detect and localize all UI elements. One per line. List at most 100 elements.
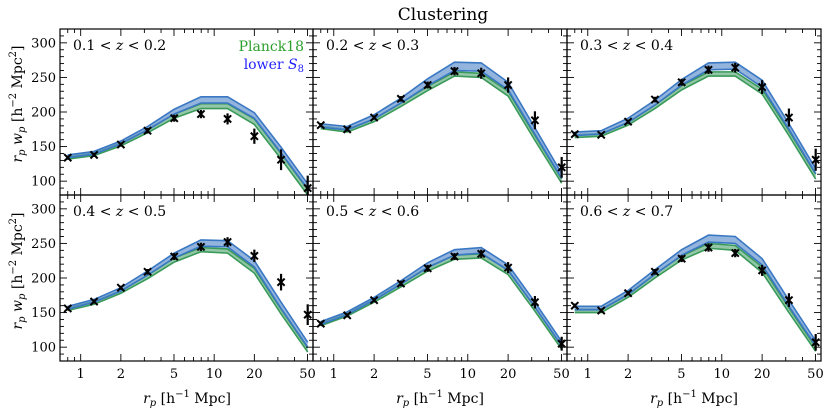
legend: Planck18 lower S8 <box>239 39 304 75</box>
panel-label: 0.4 < z < 0.5 <box>73 204 166 220</box>
x-tick-label: 1 <box>330 367 338 382</box>
lower-s8-line-low <box>67 245 309 348</box>
x-tick-label: 5 <box>170 367 178 382</box>
data-point <box>784 293 794 308</box>
data-point <box>596 130 606 140</box>
data-point <box>557 336 566 351</box>
panel-3: 0.3 < z < 0.4 <box>566 28 822 196</box>
data-point <box>169 252 179 261</box>
y-tick-label: 300 <box>31 202 56 217</box>
data-point <box>757 80 767 95</box>
lower-s8-line-low <box>320 252 563 347</box>
x-tick-label: 1 <box>584 367 592 382</box>
planck18-line-low <box>67 107 309 195</box>
data-point <box>757 264 767 276</box>
lower-s8-line-high <box>320 61 563 174</box>
data-point <box>704 243 713 252</box>
data-point <box>704 65 713 75</box>
data-point <box>811 148 820 171</box>
lower-s8-line-high <box>574 234 817 342</box>
data-point <box>342 311 352 320</box>
data-point <box>196 109 206 119</box>
ticks <box>312 194 567 362</box>
panel-4: 100 150 200 250 300 1 2 5 10 20 50 0.4 < z < 0.5 <box>31 194 316 382</box>
data-point <box>63 153 73 162</box>
data-point <box>730 248 740 258</box>
x-tick-label: 10 <box>460 367 477 382</box>
chart-title: Clustering <box>398 5 489 25</box>
lower-s8-line-low <box>320 69 563 179</box>
data-point <box>476 249 486 259</box>
data-point <box>450 66 459 76</box>
y-tick-label: 200 <box>31 272 56 287</box>
panel-2: 0.2 < z < 0.3 <box>312 28 568 196</box>
data-point <box>369 295 379 305</box>
data-point <box>396 279 406 288</box>
y-tick-label: 100 <box>31 341 56 356</box>
lower-s8-line-high <box>320 246 563 343</box>
data-point <box>276 149 286 171</box>
x-tick-label: 2 <box>117 367 125 382</box>
x-tick-label: 50 <box>553 367 570 382</box>
data-point <box>784 108 794 127</box>
data-point <box>116 283 126 292</box>
planck18-line-low <box>320 75 563 184</box>
lower-s8-line-high <box>574 61 817 170</box>
y-tick-label: 250 <box>31 237 56 252</box>
data-point <box>250 128 259 144</box>
x-tick-label: 10 <box>206 367 223 382</box>
planck18-line-high <box>320 252 563 347</box>
data-point <box>530 111 540 130</box>
y-tick-label: 100 <box>31 175 56 190</box>
xlabel-col3: rp [h−1 Mpc] <box>650 389 738 409</box>
y-tick-label: 150 <box>31 140 56 155</box>
data-point <box>169 113 179 123</box>
svg-text:rp [h−1 Mpc]: rp [h−1 Mpc] <box>396 389 484 409</box>
data-point <box>423 264 432 273</box>
lower-s8-line-low <box>574 68 817 174</box>
data-point <box>650 267 660 277</box>
data-point <box>89 150 99 160</box>
x-tick-label: 10 <box>714 367 731 382</box>
ticks <box>59 194 313 362</box>
data-point <box>143 267 152 277</box>
xlabel-col2: rp [h−1 Mpc] <box>396 389 484 409</box>
planck18-line-low <box>320 257 563 350</box>
x-tick-label: 1 <box>77 367 85 382</box>
x-tick-label: 5 <box>677 367 685 382</box>
data-point <box>143 126 152 135</box>
lower-s8-line-low <box>574 241 817 347</box>
panel-label: 0.6 < z < 0.7 <box>580 204 673 220</box>
data-point <box>369 113 379 122</box>
data-point <box>650 95 660 104</box>
x-tick-label: 50 <box>299 367 316 382</box>
data-point <box>223 237 232 247</box>
data-point <box>196 242 206 252</box>
data-point <box>677 77 686 87</box>
x-tick-label: 2 <box>370 367 378 382</box>
lower-s8-line-high <box>67 95 309 185</box>
x-tick-label: 2 <box>624 367 632 382</box>
planck18-line-high <box>574 71 817 175</box>
x-tick-label: 5 <box>423 367 431 382</box>
panel-label: 0.1 < z < 0.2 <box>73 38 166 54</box>
data-point <box>63 304 73 313</box>
data-point <box>596 306 606 315</box>
svg-text:rp wp [h−2 Mpc2]: rp wp [h−2 Mpc2] <box>8 212 28 329</box>
data-point <box>396 94 406 104</box>
ylabel-bottom: rp wp [h−2 Mpc2] <box>8 212 28 329</box>
lower-s8-line-high <box>67 239 309 343</box>
planck18-line-low <box>574 247 817 352</box>
data-point <box>570 301 580 310</box>
data-point <box>342 124 352 134</box>
ticks <box>566 194 821 362</box>
data-point <box>476 67 486 79</box>
ticks <box>566 28 821 196</box>
data-point <box>503 77 513 93</box>
y-tick-label: 250 <box>31 71 56 86</box>
panel-label: 0.2 < z < 0.3 <box>326 38 419 54</box>
data-point <box>223 113 232 125</box>
data-point <box>316 120 326 130</box>
xlabel-col1: rp [h−1 Mpc] <box>143 389 231 409</box>
